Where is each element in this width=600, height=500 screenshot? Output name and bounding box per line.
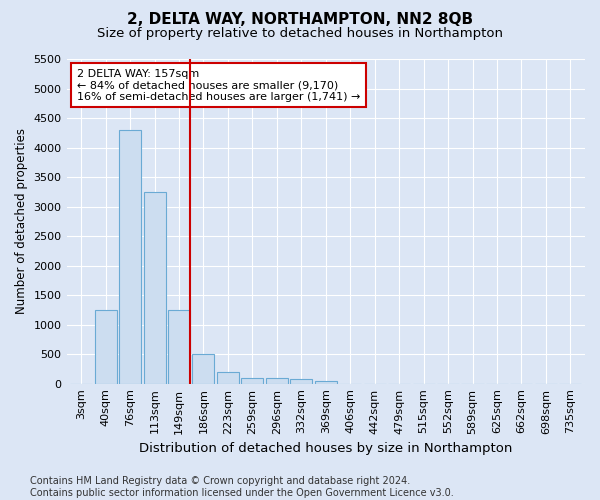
X-axis label: Distribution of detached houses by size in Northampton: Distribution of detached houses by size …	[139, 442, 512, 455]
Y-axis label: Number of detached properties: Number of detached properties	[15, 128, 28, 314]
Text: 2 DELTA WAY: 157sqm
← 84% of detached houses are smaller (9,170)
16% of semi-det: 2 DELTA WAY: 157sqm ← 84% of detached ho…	[77, 68, 360, 102]
Bar	[119, 130, 141, 384]
Text: Size of property relative to detached houses in Northampton: Size of property relative to detached ho…	[97, 28, 503, 40]
Bar	[290, 380, 313, 384]
Text: 2, DELTA WAY, NORTHAMPTON, NN2 8QB: 2, DELTA WAY, NORTHAMPTON, NN2 8QB	[127, 12, 473, 28]
Bar	[193, 354, 214, 384]
Text: Contains HM Land Registry data © Crown copyright and database right 2024.
Contai: Contains HM Land Registry data © Crown c…	[30, 476, 454, 498]
Bar	[168, 310, 190, 384]
Bar	[217, 372, 239, 384]
Bar	[143, 192, 166, 384]
Bar	[315, 380, 337, 384]
Bar	[266, 378, 288, 384]
Bar	[241, 378, 263, 384]
Bar	[95, 310, 116, 384]
